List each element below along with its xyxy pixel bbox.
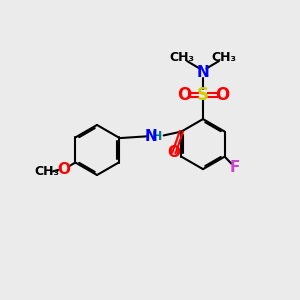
Text: O: O (167, 145, 181, 160)
Text: N: N (196, 65, 209, 80)
Text: CH₃: CH₃ (34, 165, 59, 178)
Text: F: F (230, 160, 240, 175)
Text: O: O (177, 86, 191, 104)
Text: S: S (197, 86, 209, 104)
Text: N: N (144, 129, 157, 144)
Text: O: O (57, 162, 70, 177)
Text: H: H (152, 130, 162, 143)
Text: O: O (215, 86, 229, 104)
Text: CH₃: CH₃ (169, 51, 194, 64)
Text: CH₃: CH₃ (212, 51, 237, 64)
